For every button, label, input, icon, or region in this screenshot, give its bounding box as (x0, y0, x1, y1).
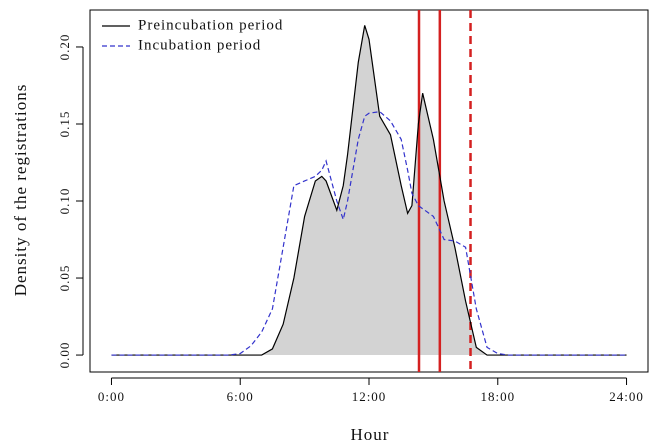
y-tick-label: 0.00 (57, 342, 72, 369)
x-tick-label: 24:00 (609, 389, 644, 404)
x-tick-label: 12:00 (352, 389, 387, 404)
series-line (111, 111, 627, 356)
plot-frame (89, 9, 649, 373)
y-tick-label: 0.20 (57, 34, 72, 61)
x-tick-label: 18:00 (480, 389, 515, 404)
y-axis-label: Density of the registrations (11, 84, 30, 297)
y-tick-label: 0.05 (57, 265, 72, 292)
area-fill (111, 25, 627, 356)
y-tick-label: 0.15 (57, 111, 72, 138)
legend-label: Preincubation period (138, 17, 283, 33)
legend-label: Incubation period (138, 37, 261, 53)
x-tick-label: 6:00 (227, 389, 254, 404)
x-tick-label: 0:00 (98, 389, 125, 404)
series-line (111, 25, 627, 356)
y-tick-label: 0.10 (57, 188, 72, 215)
x-axis-label: Hour (351, 425, 390, 444)
